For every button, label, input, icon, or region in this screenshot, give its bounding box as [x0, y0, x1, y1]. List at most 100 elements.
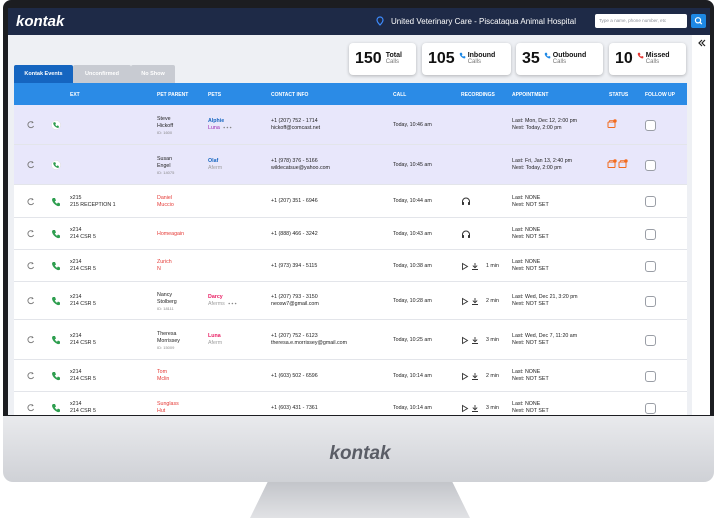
appointment-line: Last: Wed, Dec 21, 3:20 pm — [512, 294, 578, 300]
follow-up-checkbox[interactable] — [645, 370, 656, 382]
pet-name[interactable]: Luna — [208, 125, 220, 131]
more-icon[interactable] — [223, 126, 232, 129]
follow-up-checkbox[interactable] — [645, 260, 656, 272]
parent-name[interactable]: Susan — [157, 155, 173, 162]
parent-name[interactable]: Morrissey — [157, 337, 180, 344]
appointment-line: Next: NOT SET — [512, 234, 549, 240]
pet-line: Aferm — [208, 340, 268, 347]
parent-name[interactable]: Tom — [157, 369, 168, 375]
logo[interactable]: kontak — [16, 13, 65, 30]
stat-card[interactable]: 10 Missed Calls — [609, 43, 686, 75]
parent-name[interactable]: Hickoff — [157, 122, 174, 129]
pets-cell: Darcy Aferms — [208, 282, 268, 320]
follow-up-checkbox[interactable] — [645, 402, 656, 414]
phone-number: +1 (207) 752 - 1714 — [271, 118, 318, 124]
parent-cell: Daniel Muccio — [157, 185, 205, 218]
stat-card[interactable]: 150 Total Calls — [349, 43, 416, 75]
stat-text: Inbound Calls — [459, 52, 495, 66]
appointment-cell: Last: NONE Next: NOT SET — [512, 185, 604, 218]
listen-icon[interactable] — [461, 230, 471, 239]
ext-text: x214 — [70, 227, 82, 233]
search-icon — [694, 17, 703, 25]
player-icons[interactable] — [461, 262, 483, 271]
parent-id[interactable]: ID: 14075 — [157, 169, 175, 175]
follow-up-checkbox[interactable] — [645, 334, 656, 346]
recording-line: 3 min — [461, 404, 509, 413]
contact-cell: +1 (973) 394 - 5115 — [271, 250, 389, 282]
stat-value: 105 — [428, 50, 455, 67]
row-icons — [27, 230, 60, 239]
stat-value: 150 — [355, 50, 382, 67]
call-cell: Today, 10:43 am — [393, 218, 458, 250]
player-icons[interactable] — [461, 297, 483, 306]
status-icons[interactable] — [606, 118, 632, 130]
follow-up-checkbox[interactable] — [645, 196, 656, 207]
pet-name[interactable]: Olaf — [208, 158, 219, 164]
pet-name[interactable]: Alphie — [208, 118, 225, 124]
parent-id[interactable]: ID: 15009 — [157, 344, 175, 350]
stat-card[interactable]: 35 Outbound Calls — [516, 43, 603, 75]
stat-label-row: Outbound — [544, 52, 586, 59]
call-cell: Today, 10:38 am — [393, 250, 458, 282]
call-cell: Today, 10:14 am — [393, 392, 458, 415]
stat-label-row: Missed — [637, 52, 670, 59]
tab[interactable]: Kontak Events — [14, 65, 73, 83]
parent-name[interactable]: Theresa — [157, 330, 177, 337]
parent-id[interactable]: ID: 1600 — [157, 129, 173, 135]
listen-icon[interactable] — [461, 197, 471, 206]
stat-label: Total — [385, 52, 402, 59]
appointment-line: Last: Mon, Dec 12, 2:00 pm — [512, 118, 578, 124]
column-header: PET PARENT — [157, 92, 189, 98]
appointment-line: Next: Today, 2:00 pm — [512, 125, 562, 131]
ext-cell: x214 214 CSR 5 — [70, 218, 150, 250]
recording-duration: 2 min — [486, 297, 499, 304]
parent-name[interactable]: Engel — [157, 162, 171, 169]
clinic-name[interactable]: United Veterinary Care - Piscataqua Anim… — [391, 17, 576, 26]
pet-name[interactable]: Aferm — [208, 165, 223, 171]
pet-name[interactable]: Luna — [208, 333, 221, 339]
recording-duration: 3 min — [486, 336, 499, 343]
tab[interactable]: No Show — [131, 65, 175, 83]
call-time: Today, 10:43 am — [393, 230, 432, 237]
ext-text: 215 RECEPTION 1 — [70, 201, 116, 208]
parent-id[interactable]: ID: 18111 — [157, 305, 174, 311]
pets-cell: Olaf Aferm — [208, 145, 268, 185]
parent-name[interactable]: Sunglass — [157, 401, 179, 407]
search-button[interactable] — [691, 14, 706, 28]
follow-up-checkbox[interactable] — [645, 119, 656, 131]
player-icons[interactable] — [461, 404, 483, 413]
pet-name[interactable]: Aferms — [208, 301, 225, 307]
status-icons[interactable] — [606, 158, 632, 170]
parent-name[interactable]: Stolberg — [157, 298, 177, 305]
parent-name[interactable]: Muccio — [157, 201, 174, 208]
parent-name[interactable]: Homeagain — [157, 230, 185, 237]
column-header: RECORDINGS — [461, 92, 495, 98]
phone-number: +1 (978) 376 - 5166 — [271, 158, 318, 164]
parent-name[interactable]: N — [157, 266, 161, 272]
stat-card[interactable]: 105 Inbound Calls — [422, 43, 511, 75]
more-icon[interactable] — [228, 302, 237, 305]
table-row — [14, 145, 687, 185]
ext-text: x214 — [70, 333, 82, 339]
collapse-button[interactable] — [697, 38, 707, 48]
search-input[interactable]: Type a name, phone number, etc — [595, 14, 687, 28]
parent-name[interactable]: Mclin — [157, 376, 170, 382]
parent-name[interactable]: Nancy — [157, 291, 173, 298]
pet-name[interactable]: Darcy — [208, 294, 223, 300]
player-icons[interactable] — [461, 336, 483, 345]
follow-up-checkbox[interactable] — [645, 159, 656, 171]
parent-name[interactable]: Steve — [157, 115, 171, 122]
parent-name[interactable]: Hut — [157, 408, 166, 414]
pet-name[interactable]: Aferm — [208, 340, 223, 346]
recording-cell: 2 min — [461, 360, 509, 392]
follow-up-checkbox[interactable] — [645, 228, 656, 240]
appointment-line: Next: NOT SET — [512, 340, 549, 346]
player-icons[interactable] — [461, 372, 483, 381]
recording-line: 2 min — [461, 297, 509, 306]
parent-name[interactable]: Zurich — [157, 259, 172, 265]
parent-name[interactable]: Daniel — [157, 194, 173, 201]
follow-up-checkbox[interactable] — [645, 295, 656, 307]
recording-cell — [461, 218, 509, 250]
tab[interactable]: Unconfirmed — [73, 65, 131, 83]
